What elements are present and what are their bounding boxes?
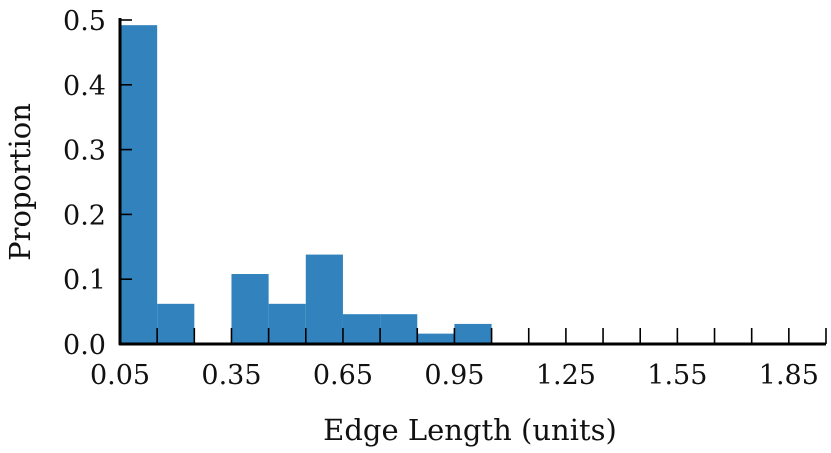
y-axis-ticks: 0.0 0.1 0.2 0.3 0.4 0.5 (63, 6, 132, 361)
histogram-bar (157, 303, 195, 344)
histogram-bar (342, 314, 381, 344)
histogram-bar (268, 303, 306, 344)
x-tick-label: 1.25 (536, 360, 596, 391)
bars-group (120, 25, 492, 345)
y-tick-label: 0.4 (63, 71, 106, 102)
histogram-bar (305, 254, 343, 344)
x-tick-label: 0.95 (424, 360, 484, 391)
histogram-bar (380, 314, 418, 344)
x-axis-title: Edge Length (units) (323, 413, 617, 447)
x-tick-label: 0.35 (201, 360, 261, 391)
y-tick-label: 0.2 (63, 200, 106, 231)
y-tick-label: 0.3 (63, 136, 106, 167)
histogram-bar (120, 25, 158, 345)
x-tick-label: 1.55 (647, 360, 707, 391)
y-tick-label: 0.5 (63, 6, 106, 37)
x-tick-label: 0.05 (90, 360, 150, 391)
y-tick-label: 0.0 (63, 330, 106, 361)
y-axis-title: Proportion (3, 103, 37, 261)
histogram-bar (231, 274, 269, 344)
x-tick-label: 0.65 (313, 360, 373, 391)
x-axis-ticks: 0.05 0.35 0.65 0.95 1.25 1.55 1.85 (90, 328, 827, 391)
y-tick-label: 0.1 (63, 265, 106, 296)
histogram-bar (454, 323, 492, 344)
x-tick-label: 1.85 (759, 360, 819, 391)
histogram-bar (417, 333, 455, 344)
